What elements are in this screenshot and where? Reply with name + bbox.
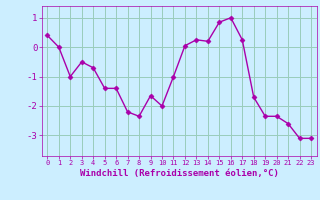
X-axis label: Windchill (Refroidissement éolien,°C): Windchill (Refroidissement éolien,°C) [80,169,279,178]
